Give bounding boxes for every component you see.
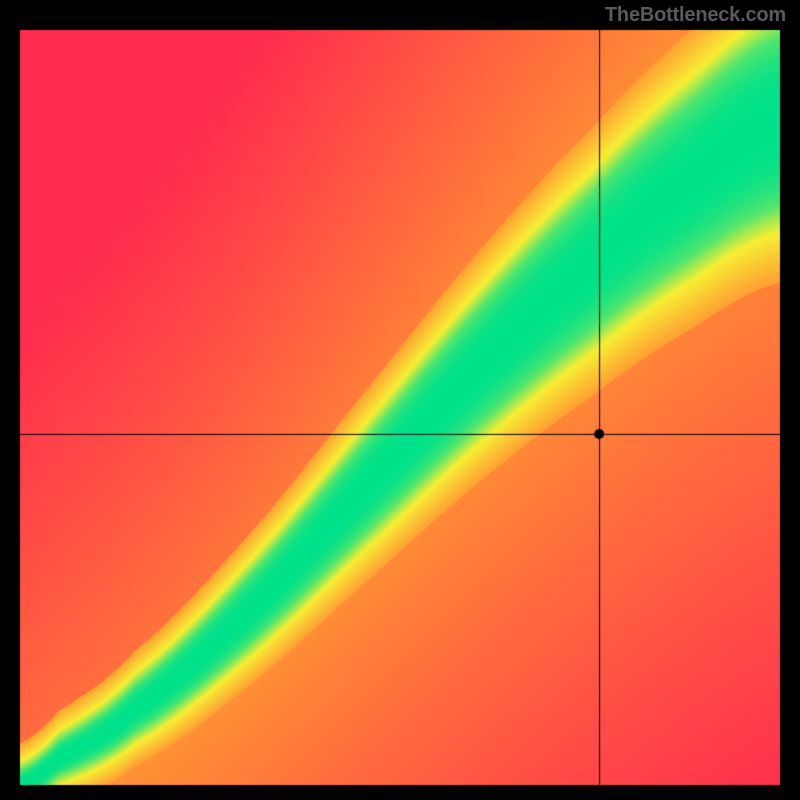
chart-container: TheBottleneck.com bbox=[0, 0, 800, 800]
bottleneck-heatmap bbox=[0, 0, 800, 800]
watermark-text: TheBottleneck.com bbox=[605, 4, 786, 27]
